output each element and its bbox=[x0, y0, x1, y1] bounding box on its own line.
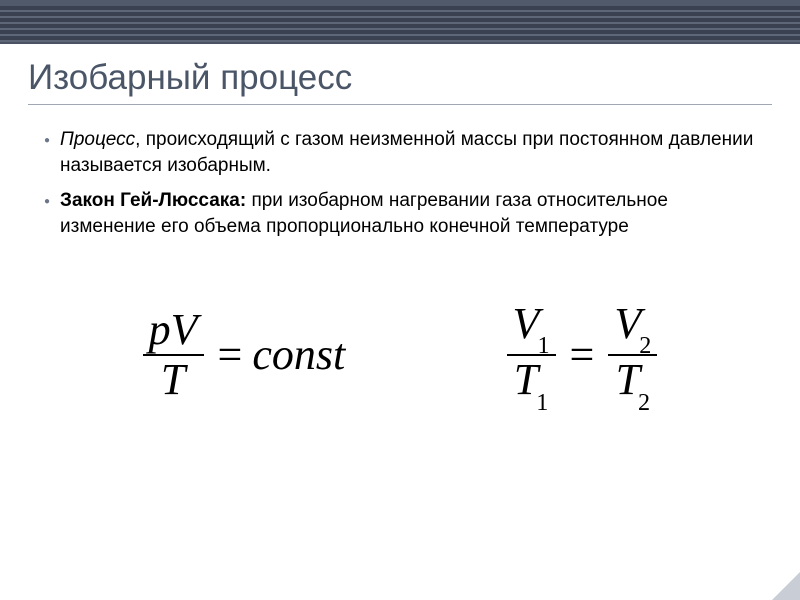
equals-sign: = bbox=[218, 329, 243, 380]
bullet-item: ● Процесс, происходящий с газом неизменн… bbox=[44, 127, 760, 178]
equation-2: V1 T1 = V2 T2 bbox=[503, 300, 662, 411]
var: T bbox=[514, 355, 538, 404]
subscript: 1 bbox=[537, 332, 549, 359]
var: V bbox=[614, 299, 641, 348]
numerator: V2 bbox=[608, 300, 657, 354]
content-area: ● Процесс, происходящий с газом неизменн… bbox=[0, 113, 800, 240]
title-underline bbox=[28, 104, 772, 105]
fraction: pV T bbox=[143, 306, 204, 405]
fraction-right: V2 T2 bbox=[608, 300, 657, 411]
equations-area: pV T = const V1 T1 = V2 bbox=[0, 250, 800, 411]
var: T bbox=[616, 355, 640, 404]
bullet-text: Закон Гей-Люссака: при изобарном нагрева… bbox=[60, 188, 760, 239]
subscript: 2 bbox=[638, 389, 650, 416]
title-area: Изобарный процесс bbox=[0, 44, 800, 113]
slide: Изобарный процесс ● Процесс, происходящи… bbox=[0, 0, 800, 600]
bullet-marker-icon: ● bbox=[44, 195, 50, 239]
bullet-item: ● Закон Гей-Люссака: при изобарном нагре… bbox=[44, 188, 760, 239]
bullet-rest: , происходящий с газом неизменной массы … bbox=[60, 129, 753, 176]
bullet-text: Процесс, происходящий с газом неизменной… bbox=[60, 127, 760, 178]
numerator: V1 bbox=[507, 300, 556, 354]
hatched-band bbox=[0, 6, 800, 42]
subscript: 1 bbox=[536, 389, 548, 416]
corner-fold-icon bbox=[772, 572, 800, 600]
denominator: T bbox=[155, 356, 191, 404]
subscript: 2 bbox=[639, 332, 651, 359]
equals-sign: = bbox=[570, 329, 595, 380]
denominator: T1 bbox=[508, 356, 555, 410]
equation-1: pV T = const bbox=[139, 306, 346, 405]
bullet-prefix: Закон Гей-Люссака: bbox=[60, 190, 246, 211]
fraction-left: V1 T1 bbox=[507, 300, 556, 411]
denominator: T2 bbox=[610, 356, 657, 410]
const-word: const bbox=[252, 329, 345, 380]
page-title: Изобарный процесс bbox=[28, 58, 772, 98]
bullet-marker-icon: ● bbox=[44, 134, 50, 178]
bullet-prefix: Процесс bbox=[60, 129, 135, 150]
numerator: pV bbox=[143, 306, 204, 354]
var: V bbox=[513, 299, 540, 348]
